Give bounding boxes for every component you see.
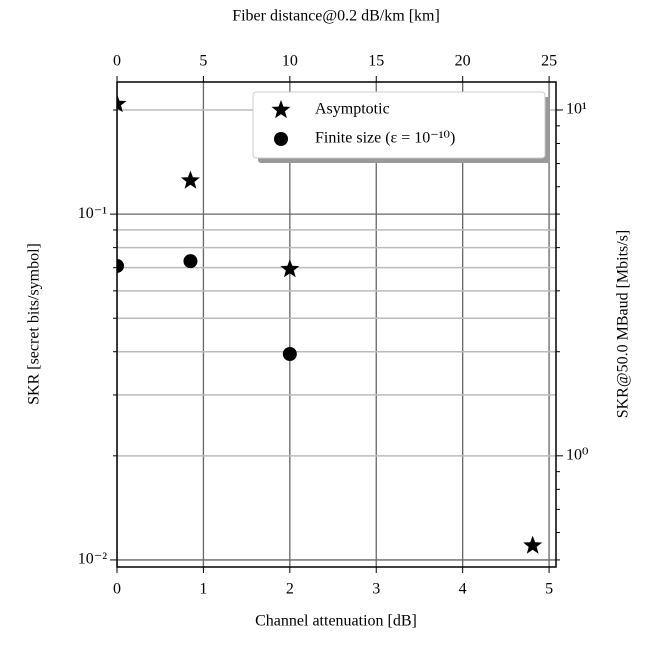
star-marker: [271, 100, 291, 119]
x-tick-label: 5: [545, 581, 553, 598]
x-axis-label: Channel attenuation [dB]: [255, 613, 417, 630]
star-marker: [180, 170, 200, 189]
y2-axis-label: SKR@50.0 MBaud [Mbits/s]: [615, 230, 632, 419]
x-tick-label: 3: [372, 581, 380, 598]
x2-tick-label: 10: [282, 53, 298, 70]
y-tick-label: 10⁻¹: [78, 205, 107, 222]
circle-marker: [274, 132, 288, 146]
circle-marker: [183, 254, 198, 269]
legend-label: Finite size (ε = 10⁻¹⁰): [315, 130, 455, 147]
star-marker: [523, 535, 543, 554]
star-marker: [117, 94, 127, 113]
legend-label: Asymptotic: [315, 101, 390, 118]
x-tick-label: 2: [286, 581, 294, 598]
x-tick-label: 0: [113, 581, 121, 598]
y2-tick-label: 10¹: [566, 101, 587, 118]
x-tick-label: 4: [459, 581, 467, 598]
x2-tick-label: 25: [541, 53, 557, 70]
circle-marker: [282, 346, 297, 361]
circle-marker: [117, 258, 124, 273]
legend-box: [252, 91, 546, 159]
y-axis-label: SKR [secret bits/symbol]: [26, 243, 43, 405]
axes: 0 1 2 3 4 5 0 5 10 15 20 25 10⁻¹ 10⁻² 10⁰ 10¹: [78, 53, 589, 598]
x2-tick-label: 20: [455, 53, 471, 70]
x-tick-label: 1: [199, 581, 207, 598]
plot-frame: [116, 81, 557, 568]
y2-tick-label: 10⁰: [566, 446, 588, 463]
x2-tick-label: 0: [113, 53, 121, 70]
x2-tick-label: 5: [199, 53, 207, 70]
y-tick-label: 10⁻²: [78, 551, 107, 568]
x2-axis-label: Fiber distance@0.2 dB/km [km]: [232, 8, 440, 25]
x2-tick-label: 15: [368, 53, 384, 70]
points: [117, 94, 543, 554]
legend: Asymptotic Finite size (ε = 10⁻¹⁰): [252, 91, 550, 163]
star-marker: [280, 259, 300, 278]
